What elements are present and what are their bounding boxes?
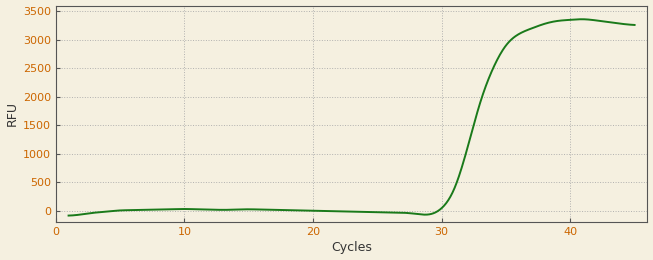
X-axis label: Cycles: Cycles [331, 242, 372, 255]
Y-axis label: RFU: RFU [6, 101, 18, 126]
